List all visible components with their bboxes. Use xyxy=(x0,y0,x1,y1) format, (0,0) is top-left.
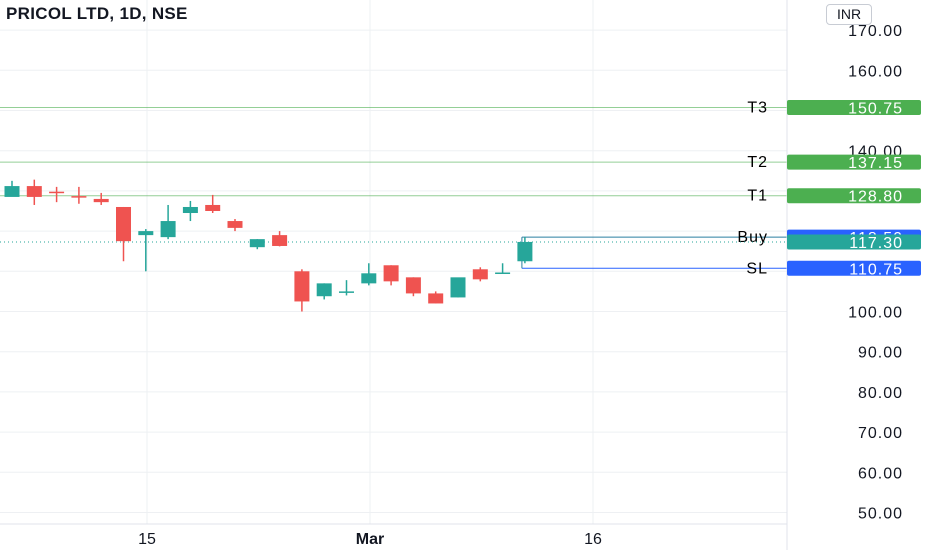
candle xyxy=(160,204,176,240)
candle xyxy=(227,219,243,232)
price-label-box xyxy=(787,188,921,204)
candle xyxy=(495,263,511,275)
time-tick-label: Mar xyxy=(356,531,384,548)
candle xyxy=(272,231,288,247)
level-name-label: T2 xyxy=(747,154,768,171)
candle-body xyxy=(428,293,444,304)
candle-body xyxy=(294,271,310,302)
price-tick-label: 50.00 xyxy=(858,506,903,523)
price-label-text: 150.75 xyxy=(848,100,903,117)
candles xyxy=(4,179,533,312)
price-label-text: 128.80 xyxy=(848,189,903,206)
candle-body xyxy=(93,198,109,203)
candle-body xyxy=(517,241,533,262)
candle xyxy=(138,229,154,272)
price-label-box xyxy=(787,260,921,276)
level-name-label: Buy xyxy=(737,229,768,246)
candle xyxy=(49,186,65,203)
price-label-box xyxy=(787,234,921,250)
candle-body xyxy=(71,196,87,198)
candle-body xyxy=(205,204,221,211)
candle-body xyxy=(138,231,154,236)
candle xyxy=(472,267,488,282)
price-tick-label: 80.00 xyxy=(858,385,903,402)
candle xyxy=(450,277,466,298)
price-tick-label: 170.00 xyxy=(848,23,903,40)
price-label-box xyxy=(787,154,921,170)
candle xyxy=(205,194,221,214)
candle-body xyxy=(182,206,198,214)
candle-body xyxy=(339,291,354,293)
candle-body xyxy=(4,186,20,197)
candle-body xyxy=(49,191,65,194)
candle-body xyxy=(316,283,332,297)
price-levels: T3 T2 T1 Buy SL xyxy=(0,99,787,277)
candle xyxy=(4,180,20,197)
candle xyxy=(339,280,354,296)
candle xyxy=(26,179,42,205)
candle xyxy=(71,186,87,204)
candle-body xyxy=(383,265,399,282)
time-axis[interactable]: 15 Mar 16 xyxy=(0,523,787,548)
price-tick-label: 160.00 xyxy=(848,63,903,80)
level-name-label: T1 xyxy=(747,188,768,205)
candle-body xyxy=(450,277,466,298)
price-label-text: 137.15 xyxy=(848,155,903,172)
symbol-title[interactable]: PRICOL LTD, 1D, NSE xyxy=(6,4,188,23)
currency-button[interactable]: INR xyxy=(826,4,872,25)
candle xyxy=(249,239,265,250)
candle xyxy=(116,206,131,262)
price-tick-label: 100.00 xyxy=(848,305,903,322)
time-tick-label: 16 xyxy=(584,531,602,548)
time-tick-label: 15 xyxy=(138,531,156,548)
candle-body xyxy=(227,221,243,228)
candle-body xyxy=(361,273,377,284)
candle-body xyxy=(249,239,265,248)
price-tick-label: 60.00 xyxy=(858,465,903,482)
price-label-text: 117.30 xyxy=(849,235,903,252)
price-tick-label: 90.00 xyxy=(858,345,903,362)
candle xyxy=(405,277,421,297)
candle xyxy=(428,291,444,304)
gridlines xyxy=(0,0,787,524)
price-axis[interactable]: 170.00160.00140.00100.0090.0080.0070.006… xyxy=(786,0,921,550)
price-label-box xyxy=(787,99,921,115)
candle xyxy=(383,265,399,286)
candle-body xyxy=(472,269,488,280)
candle-body xyxy=(272,235,288,246)
candle xyxy=(182,200,198,222)
candle xyxy=(93,192,109,205)
candle xyxy=(361,263,377,286)
level-name-label: T3 xyxy=(747,99,768,116)
candle-body xyxy=(26,186,42,197)
level-name-label: SL xyxy=(746,260,768,277)
candle xyxy=(294,269,310,312)
candle-body xyxy=(405,277,421,294)
price-label-text: 110.75 xyxy=(849,261,903,278)
candle-body xyxy=(116,206,131,242)
candle xyxy=(316,283,332,300)
candle-body xyxy=(160,221,176,238)
candle xyxy=(517,237,533,264)
price-tick-label: 70.00 xyxy=(858,425,903,442)
candle-body xyxy=(495,272,511,275)
